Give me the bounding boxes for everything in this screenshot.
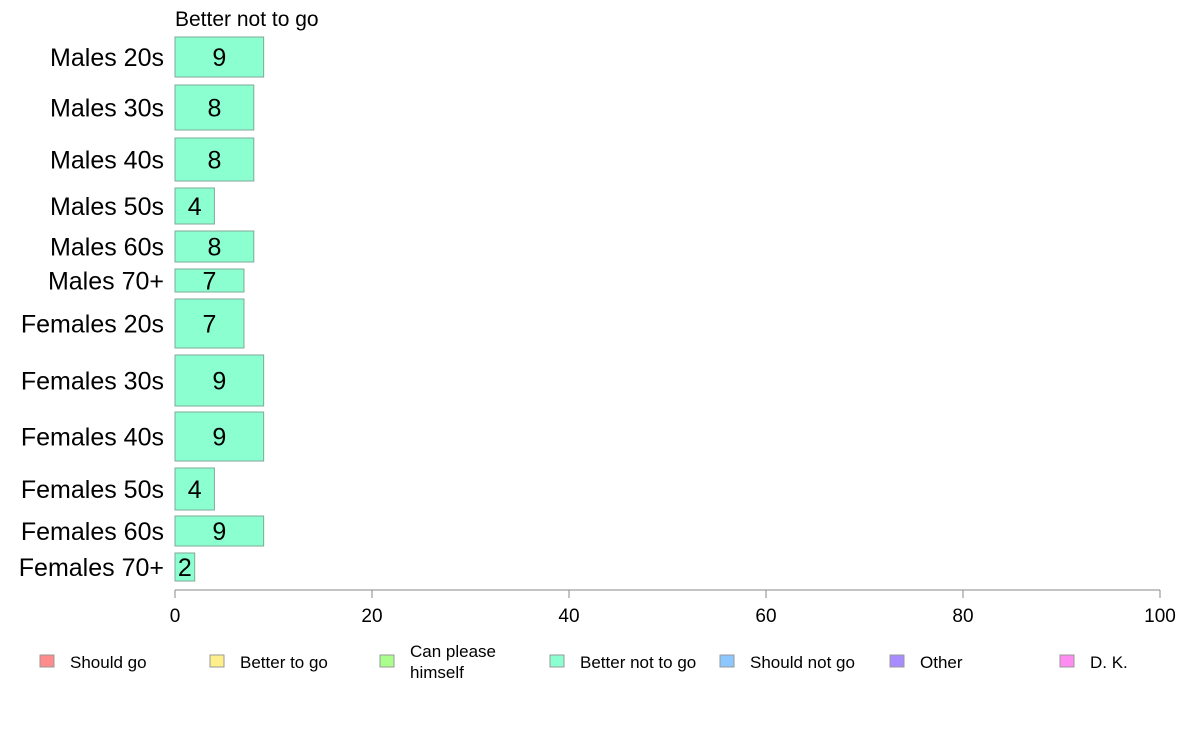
legend-item: D. K. [1059, 653, 1128, 672]
bar-value-label: 9 [212, 518, 226, 546]
bar [174, 298, 245, 349]
bar [174, 84, 255, 131]
category-label: Males 70+ [48, 268, 164, 296]
category-label: Females 70+ [19, 554, 164, 582]
bar [174, 515, 265, 547]
x-tick-label: 0 [170, 606, 181, 627]
legend-swatch [209, 654, 225, 668]
legend-swatch [889, 654, 905, 668]
category-label: Females 40s [21, 424, 164, 452]
bar-value-label: 9 [212, 368, 226, 396]
bar-value-label: 7 [203, 311, 217, 339]
bar [174, 187, 215, 225]
bar [174, 552, 196, 582]
bar [174, 36, 265, 78]
bar-value-label: 7 [203, 268, 217, 296]
bar [174, 467, 215, 511]
legend-label: Better not to go [580, 653, 696, 672]
legend-item: Should not go [719, 653, 855, 672]
bar [174, 137, 255, 182]
legend-label: D. K. [1090, 653, 1128, 672]
x-tick-label: 60 [755, 606, 776, 627]
legend-label: Other [920, 653, 963, 672]
bar [174, 230, 255, 263]
x-tick-label: 80 [952, 606, 973, 627]
bar-value-label: 4 [188, 193, 202, 221]
category-labels: Males 20s Males 30s Males 40s Males 50s Male… [19, 44, 164, 582]
legend-item: Can please himself [379, 642, 496, 682]
bar-value-label: 2 [178, 554, 192, 582]
legend-item: Better not to go [549, 653, 696, 672]
legend-swatch [549, 654, 565, 668]
bar-value-label: 4 [188, 476, 202, 504]
legend-label: Can please himself [410, 642, 496, 682]
x-tick-label: 40 [558, 606, 579, 627]
legend-swatch [719, 654, 735, 668]
category-label: Males 20s [50, 44, 164, 72]
legend-label: Should not go [750, 653, 855, 672]
bar [174, 411, 265, 462]
category-label: Females 30s [21, 368, 164, 396]
category-label: Females 20s [21, 311, 164, 339]
legend-item: Other [889, 653, 963, 672]
legend-swatch [379, 654, 395, 668]
bar-value-label: 8 [207, 147, 221, 175]
bar-value-label: 9 [212, 44, 226, 72]
x-tick-label: 100 [1144, 606, 1176, 627]
panel-title: Better not to go [175, 8, 319, 31]
bar-value-label: 9 [212, 424, 226, 452]
bar-value-label: 8 [207, 234, 221, 262]
category-label: Females 50s [21, 476, 164, 504]
legend-item: Better to go [209, 653, 328, 672]
legend-label: Better to go [240, 653, 328, 672]
x-tick-label: 20 [361, 606, 382, 627]
legend-swatch [39, 654, 55, 668]
legend: Should go Better to go Can please himself Be… [39, 642, 1128, 682]
category-label: Males 50s [50, 193, 164, 221]
legend-label: Should go [70, 653, 147, 672]
category-label: Males 60s [50, 234, 164, 262]
legend-swatch [1059, 654, 1075, 668]
bar-value-label: 8 [207, 95, 221, 123]
legend-item: Should go [39, 653, 147, 672]
category-label: Males 40s [50, 147, 164, 175]
category-label: Females 60s [21, 518, 164, 546]
x-axis: 0 20 40 60 80 100 [170, 589, 1176, 627]
bar [174, 268, 245, 293]
category-label: Males 30s [50, 95, 164, 123]
bar [174, 354, 265, 407]
